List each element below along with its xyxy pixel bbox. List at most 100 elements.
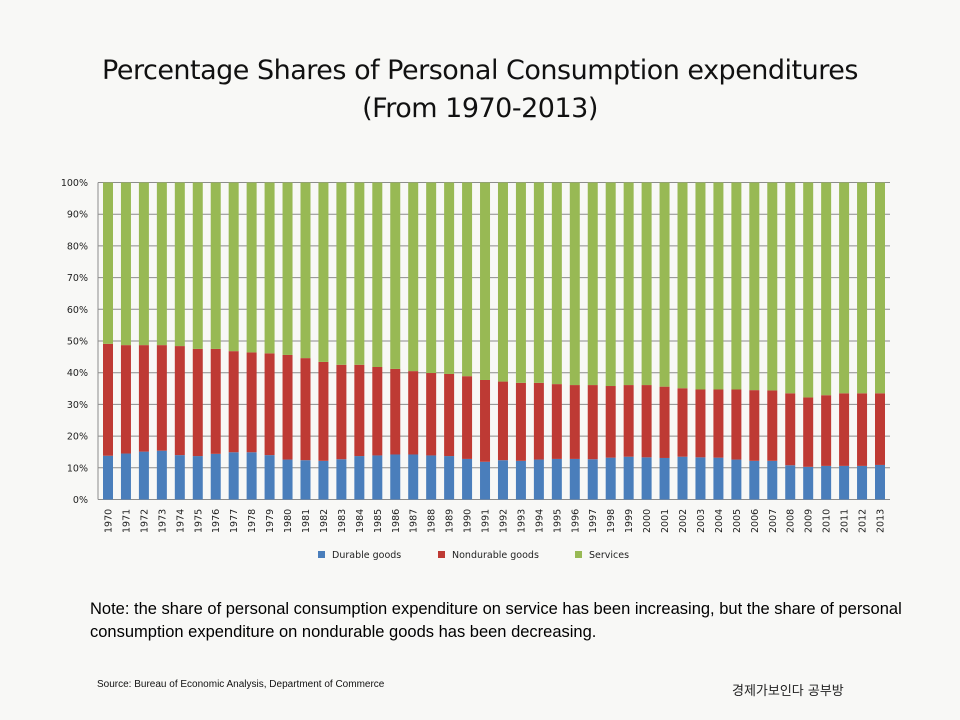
bar-segment bbox=[497, 381, 508, 461]
bar-segment bbox=[462, 458, 473, 500]
bar-segment bbox=[785, 393, 796, 466]
x-tick-label: 1984 bbox=[355, 509, 366, 533]
x-tick-label: 2005 bbox=[732, 509, 743, 533]
y-tick-label: 40% bbox=[67, 368, 88, 379]
bar-segment bbox=[875, 464, 885, 500]
bar-segment bbox=[623, 456, 634, 500]
bar-segment bbox=[497, 182, 508, 382]
bar-segment bbox=[551, 458, 562, 500]
y-tick-label: 50% bbox=[67, 337, 88, 348]
bar-segment bbox=[605, 182, 616, 387]
x-tick-label: 1988 bbox=[427, 509, 438, 533]
bar-segment bbox=[462, 376, 473, 459]
x-tick-label: 1999 bbox=[624, 509, 635, 533]
bar-segment bbox=[515, 382, 526, 461]
bar-segment bbox=[551, 384, 562, 459]
bar-segment bbox=[605, 386, 616, 458]
bar-segment bbox=[282, 459, 293, 500]
bar-segment bbox=[426, 455, 437, 500]
legend-label: Services bbox=[589, 550, 629, 561]
bar-segment bbox=[192, 456, 203, 500]
x-tick-label: 2013 bbox=[876, 509, 887, 533]
x-tick-label: 2003 bbox=[696, 509, 707, 533]
x-tick-label: 1998 bbox=[606, 509, 617, 533]
bar-segment bbox=[695, 457, 706, 500]
y-tick-label: 0% bbox=[73, 495, 88, 506]
legend-label: Nondurable goods bbox=[452, 550, 539, 561]
x-tick-label: 2008 bbox=[786, 509, 797, 533]
bar-segment bbox=[282, 182, 293, 355]
bar-segment bbox=[839, 182, 850, 394]
bar-segment bbox=[174, 346, 185, 456]
legend-swatch bbox=[575, 551, 582, 558]
bar-segment bbox=[426, 373, 437, 456]
bar-segment bbox=[767, 460, 778, 500]
bar-segment bbox=[803, 182, 814, 398]
bar-segment bbox=[228, 452, 239, 500]
bar-segment bbox=[480, 182, 491, 380]
bar-segment bbox=[103, 343, 113, 456]
source-text: Source: Bureau of Economic Analysis, Dep… bbox=[97, 679, 385, 690]
x-tick-label: 1979 bbox=[265, 509, 276, 533]
bar-segment bbox=[462, 182, 473, 377]
x-tick-label: 1991 bbox=[481, 509, 492, 533]
y-tick-label: 10% bbox=[67, 463, 88, 474]
bar-segment bbox=[803, 466, 814, 500]
bar-segment bbox=[533, 382, 544, 460]
legend-label: Durable goods bbox=[332, 550, 401, 561]
x-tick-label: 1983 bbox=[337, 509, 348, 533]
bar-segment bbox=[659, 457, 670, 500]
x-tick-label: 1987 bbox=[409, 509, 420, 533]
x-tick-label: 2001 bbox=[660, 509, 671, 533]
bar-segment bbox=[246, 352, 257, 453]
x-tick-label: 2012 bbox=[858, 509, 869, 533]
chart-title-main: Percentage Shares of Personal Consumptio… bbox=[102, 55, 858, 86]
bar-segment bbox=[264, 353, 275, 456]
brand-text: 경제가보인다 공부방 bbox=[732, 684, 844, 699]
y-tick-label: 100% bbox=[61, 178, 88, 189]
bar-segment bbox=[875, 393, 885, 465]
bar-segment bbox=[587, 385, 598, 460]
x-tick-label: 1970 bbox=[104, 509, 115, 533]
bar-segment bbox=[174, 182, 185, 347]
bar-segment bbox=[623, 182, 634, 386]
bar-segment bbox=[408, 454, 419, 500]
y-tick-label: 90% bbox=[67, 210, 88, 221]
y-tick-label: 20% bbox=[67, 432, 88, 443]
bar-segment bbox=[318, 460, 329, 500]
bar-segment bbox=[695, 182, 706, 390]
bar-segment bbox=[821, 465, 832, 500]
x-tick-label: 1980 bbox=[283, 509, 294, 533]
bar-segment bbox=[138, 345, 149, 452]
stacked-bar-chart: 0% 10% 20% 30% 40% 50% 60% 70% 80% 90% 100% 1970 197… bbox=[61, 178, 890, 561]
chart-title: Percentage Shares of Personal Consumptio… bbox=[0, 52, 960, 128]
x-tick-label: 1982 bbox=[319, 509, 330, 533]
bar-segment bbox=[354, 182, 365, 365]
x-tick-label: 1971 bbox=[121, 509, 132, 533]
bar-segment bbox=[156, 182, 167, 346]
bar-segment bbox=[444, 182, 455, 374]
x-tick-label: 1977 bbox=[229, 509, 240, 533]
bar-segment bbox=[120, 345, 131, 454]
bar-segment bbox=[336, 182, 347, 365]
bar-segment bbox=[300, 358, 311, 461]
x-tick-label: 1992 bbox=[498, 509, 509, 533]
bar-segment bbox=[228, 182, 239, 352]
bar-segment bbox=[336, 364, 347, 460]
bar-segment bbox=[605, 457, 616, 500]
bar-segment bbox=[695, 389, 706, 458]
bar-segment bbox=[587, 182, 598, 386]
bar-segment bbox=[515, 460, 526, 500]
y-tick-label: 70% bbox=[67, 273, 88, 284]
bar-segment bbox=[480, 379, 491, 462]
bar-segment bbox=[857, 182, 868, 394]
bar-segment bbox=[839, 465, 850, 500]
x-tick-label: 2006 bbox=[750, 509, 761, 533]
bar-segment bbox=[354, 456, 365, 500]
y-tick-label: 80% bbox=[67, 241, 88, 252]
x-tick-label: 1976 bbox=[211, 509, 222, 533]
bar-segment bbox=[390, 368, 401, 455]
x-tick-label: 2000 bbox=[642, 509, 653, 533]
bar-segment bbox=[156, 345, 167, 451]
bar-segment bbox=[569, 458, 580, 500]
